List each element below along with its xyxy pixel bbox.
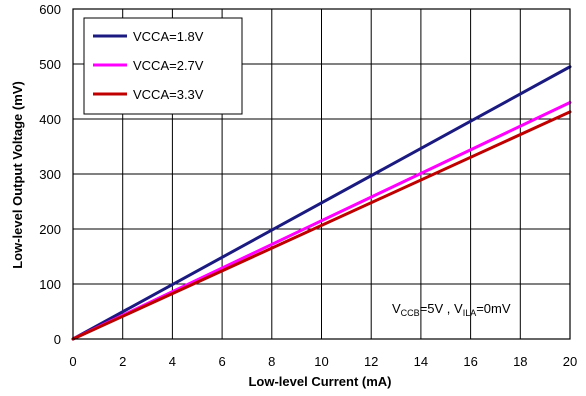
annot-ila-sub: ILA [463,308,477,318]
legend: VCCA=1.8V VCCA=2.7V VCCA=3.3V [83,17,243,115]
y-axis-title: Low-level Output Voltage (mV) [10,81,25,269]
x-tick-label-5: 10 [314,354,328,369]
annot-ccb-sub: CCB [401,308,420,318]
legend-label-1: VCCA=1.8V [133,29,204,44]
y-tick-label-0: 0 [54,332,61,347]
annot-ccb-val: =5V , [420,301,454,316]
y-tick-labels: 0 100 200 300 400 500 600 [39,2,61,347]
x-tick-label-0: 0 [69,354,76,369]
legend-label-2: VCCA=2.7V [133,58,204,73]
series-lines [71,65,572,341]
x-tick-label-1: 2 [119,354,126,369]
legend-label-3: VCCA=3.3V [133,87,204,102]
y-tick-label-3: 300 [39,167,61,182]
annot-v1: V [392,301,401,316]
x-tick-label-10: 20 [563,354,577,369]
x-tick-label-2: 4 [169,354,176,369]
y-tick-label-4: 400 [39,112,61,127]
x-tick-label-7: 14 [414,354,428,369]
condition-annotation: VCCB=5V , VILA=0mV [392,301,511,318]
annot-ila-val: =0mV [476,301,511,316]
y-tick-label-2: 200 [39,222,61,237]
x-tick-labels: 0 2 4 6 8 10 12 14 16 18 20 [69,354,577,369]
x-tick-label-9: 18 [513,354,527,369]
x-tick-label-3: 6 [218,354,225,369]
y-tick-label-1: 100 [39,277,61,292]
series-line-3 [71,110,572,341]
x-axis-title: Low-level Current (mA) [248,374,391,389]
y-tick-label-6: 600 [39,2,61,17]
annot-v2: V [454,301,463,316]
x-tick-label-6: 12 [364,354,378,369]
series-line-1 [71,65,572,341]
x-tick-label-8: 16 [463,354,477,369]
x-tick-label-4: 8 [268,354,275,369]
y-tick-label-5: 500 [39,57,61,72]
plot-frame [72,8,571,340]
